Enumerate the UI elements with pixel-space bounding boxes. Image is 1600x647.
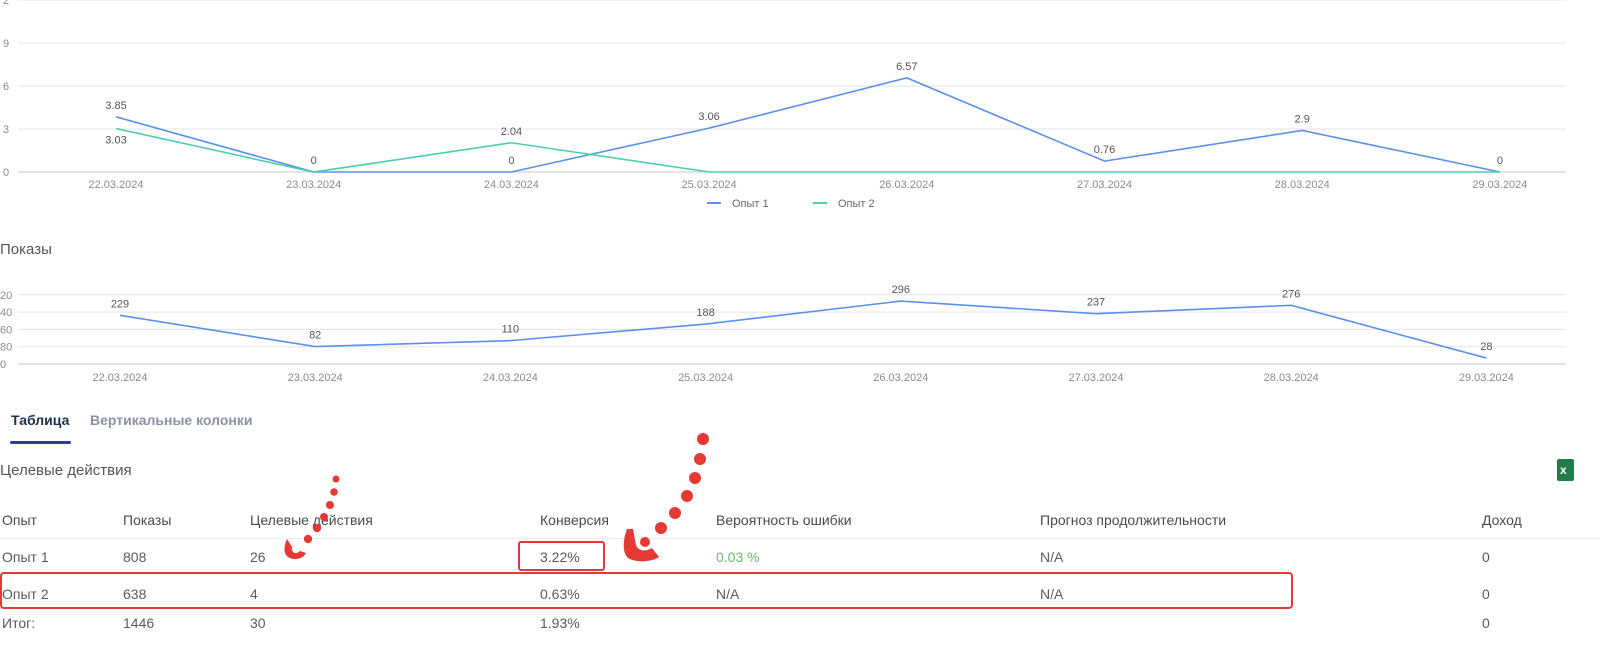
data-label: 3.06 (698, 111, 719, 123)
header-revenue: Доход (1482, 512, 1522, 528)
data-label: 0.76 (1094, 144, 1115, 156)
x-tick-label: 22.03.2024 (88, 179, 143, 191)
data-label: 110 (502, 324, 520, 336)
cell-conversion: 0.63% (540, 586, 580, 602)
cell-experiment: Итог: (2, 615, 36, 631)
cell-shows: 808 (123, 549, 147, 565)
data-label: 2.04 (501, 126, 522, 138)
cell-experiment: Опыт 1 (2, 549, 49, 565)
cell-duration-forecast: N/A (1040, 586, 1064, 602)
excel-export-icon[interactable]: x (1557, 459, 1574, 481)
conversion-chart: 0 3 6 9 2 22.03.2024 23.03.2024 24.03.2024 25.03… (3, 0, 1566, 210)
cell-revenue: 0 (1482, 615, 1490, 631)
data-label: 188 (696, 307, 714, 319)
table-header-row: Опыт Показы Целевые действия Конверсия В… (0, 498, 1600, 539)
data-label: 296 (892, 285, 910, 296)
cell-duration-forecast: N/A (1040, 549, 1064, 565)
series-line-2 (115, 127, 1500, 173)
y-tick-label: 80 (0, 342, 12, 354)
x-tick-label: 24.03.2024 (483, 372, 538, 384)
y-tick-label: 6 (3, 81, 9, 93)
cell-revenue: 0 (1482, 549, 1490, 565)
table-row: Опыт 1 808 26 3.22% 0.03 % N/A 0 (0, 539, 1600, 575)
shows-chart: 0 80 60 40 20 22.03.2024 23.03.2024 24.03.2024 2… (0, 285, 1566, 384)
data-label: 2.9 (1295, 113, 1310, 125)
y-tick-label: 0 (0, 359, 6, 371)
y-tick-label: 0 (3, 167, 9, 179)
y-tick-label: 3 (3, 124, 9, 136)
data-label: 3.03 (105, 135, 126, 147)
target-actions-title: Целевые действия (0, 462, 132, 479)
legend-label: Опыт 2 (838, 198, 875, 210)
cell-experiment: Опыт 2 (2, 586, 49, 602)
header-experiment: Опыт (2, 512, 37, 528)
series-line-1 (115, 76, 1501, 173)
tab-vertical-columns[interactable]: Вертикальные колонки (90, 412, 253, 428)
x-tick-label: 22.03.2024 (92, 372, 147, 384)
cell-shows: 638 (123, 586, 147, 602)
data-label: 0 (311, 155, 317, 167)
x-tick-label: 29.03.2024 (1472, 179, 1527, 191)
x-tick-label: 27.03.2024 (1068, 372, 1123, 384)
cell-revenue: 0 (1482, 586, 1490, 602)
header-error-probability: Вероятность ошибки (716, 512, 852, 528)
data-label: 0 (508, 155, 514, 167)
y-tick-label: 20 (0, 290, 12, 302)
x-tick-label: 23.03.2024 (286, 179, 341, 191)
cell-error-probability: 0.03 % (716, 549, 760, 565)
y-tick-label: 40 (0, 307, 12, 319)
x-tick-label: 27.03.2024 (1077, 179, 1132, 191)
x-tick-label: 25.03.2024 (678, 372, 733, 384)
series-line-1 (119, 300, 1487, 359)
tab-table[interactable]: Таблица (11, 412, 70, 428)
y-tick-label: 2 (3, 0, 9, 7)
x-tick-label: 26.03.2024 (879, 179, 934, 191)
header-target-actions: Целевые действия (250, 512, 373, 528)
data-label: 0 (1497, 155, 1503, 167)
x-tick-label: 26.03.2024 (873, 372, 928, 384)
data-label: 28 (1480, 341, 1492, 353)
data-label: 276 (1282, 288, 1300, 300)
y-tick-label: 60 (0, 324, 12, 336)
data-label: 82 (309, 330, 321, 342)
y-tick-label: 9 (3, 38, 9, 50)
legend-label: Опыт 1 (732, 198, 769, 210)
header-conversion: Конверсия (540, 512, 609, 528)
x-tick-label: 29.03.2024 (1459, 372, 1514, 384)
header-duration-forecast: Прогноз продолжительности (1040, 512, 1227, 528)
x-tick-label: 25.03.2024 (682, 179, 737, 191)
cell-conversion: 3.22% (540, 549, 580, 565)
cell-target-actions: 26 (250, 549, 266, 565)
cell-conversion: 1.93% (540, 615, 580, 631)
x-tick-label: 23.03.2024 (288, 372, 343, 384)
cell-target-actions: 4 (250, 586, 258, 602)
header-shows: Показы (123, 512, 172, 528)
data-label: 229 (111, 298, 129, 310)
cell-target-actions: 30 (250, 615, 266, 631)
x-tick-label: 28.03.2024 (1275, 179, 1330, 191)
active-tab-indicator (10, 441, 71, 444)
data-label: 237 (1087, 297, 1105, 309)
cell-error-probability: N/A (716, 586, 740, 602)
data-label: 6.57 (896, 61, 917, 73)
table-row-total: Итог: 1446 30 1.93% 0 (0, 605, 1600, 641)
data-label: 3.85 (105, 100, 126, 112)
shows-chart-title: Показы (0, 241, 52, 258)
cell-shows: 1446 (123, 615, 155, 631)
x-tick-label: 24.03.2024 (484, 179, 539, 191)
x-tick-label: 28.03.2024 (1264, 372, 1319, 384)
